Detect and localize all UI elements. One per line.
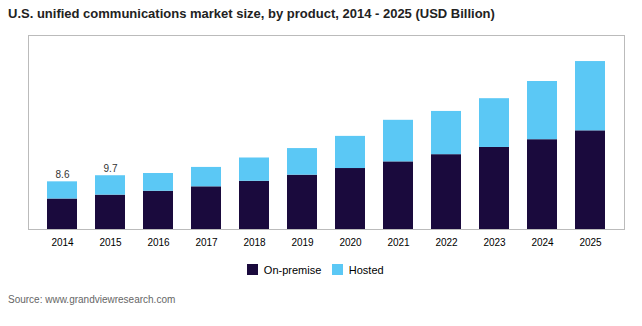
svg-text:2021: 2021 — [387, 237, 410, 248]
svg-text:2018: 2018 — [243, 237, 266, 248]
html-text:Source: www.grandviewresearch.: Source: www.grandviewresearch.com — [8, 293, 176, 305]
svg-text:2022: 2022 — [435, 237, 458, 248]
svg-text:2019: 2019 — [291, 237, 314, 248]
html-text:Hosted: Hosted — [348, 263, 384, 276]
html-text:U.S. unified communications ma: U.S. unified communications market size,… — [8, 6, 495, 21]
html-text:On-premise: On-premise — [263, 263, 322, 276]
svg-text:2020: 2020 — [339, 237, 362, 248]
svg-text:8.6: 8.6 — [56, 169, 70, 180]
svg-text:2017: 2017 — [195, 237, 218, 248]
svg-text:2024: 2024 — [531, 237, 554, 248]
svg-text:2025: 2025 — [579, 237, 602, 248]
svg-text:2023: 2023 — [483, 237, 506, 248]
svg-text:2015: 2015 — [99, 237, 122, 248]
svg-text:2016: 2016 — [147, 237, 170, 248]
svg-text:2014: 2014 — [51, 237, 74, 248]
svg-text:9.7: 9.7 — [104, 163, 118, 174]
